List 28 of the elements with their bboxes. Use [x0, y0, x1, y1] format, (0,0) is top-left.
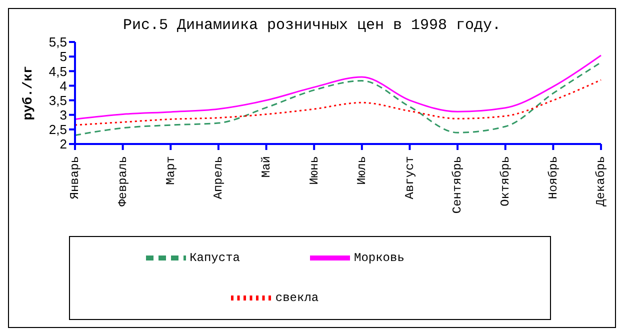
y-tick-label: 5 [60, 49, 67, 64]
y-tick-label: 3 [60, 107, 67, 122]
line-series [74, 62, 602, 136]
x-tick-label: Май [259, 156, 274, 178]
y-tick-label: 2 [60, 136, 67, 152]
x-tick-label: Март [164, 156, 178, 185]
line-series [74, 79, 602, 126]
x-tick-label: Сентябрь [450, 156, 465, 214]
y-tick-label: 3,5 [48, 92, 67, 108]
legend-label: свекла [275, 291, 319, 306]
y-tick-label: 4,5 [48, 64, 67, 79]
y-tick-label: 4 [60, 78, 67, 94]
x-tick-label: Июнь [307, 156, 322, 185]
x-tick-label: Ноябрь [546, 156, 560, 200]
x-tick-label: Август [402, 156, 417, 200]
x-tick-label: Октябрь [498, 156, 513, 206]
x-tick-label: Декабрь [594, 156, 608, 206]
line-series [74, 54, 602, 120]
x-tick-label: Февраль [116, 156, 130, 206]
y-axis-title: руб./кг [20, 66, 36, 120]
x-tick-label: Январь [68, 156, 82, 200]
y-tick-label: 5,5 [48, 34, 67, 50]
y-tick-label: 2,5 [48, 122, 67, 138]
x-tick-label: Июль [355, 156, 370, 185]
legend-label: Морковь [354, 251, 404, 266]
legend-label: Капуста [190, 251, 240, 266]
chart-title: Рис.5 Динамиика розничных цен в 1998 году. [122, 17, 502, 34]
x-tick-label: Апрель [212, 156, 226, 200]
